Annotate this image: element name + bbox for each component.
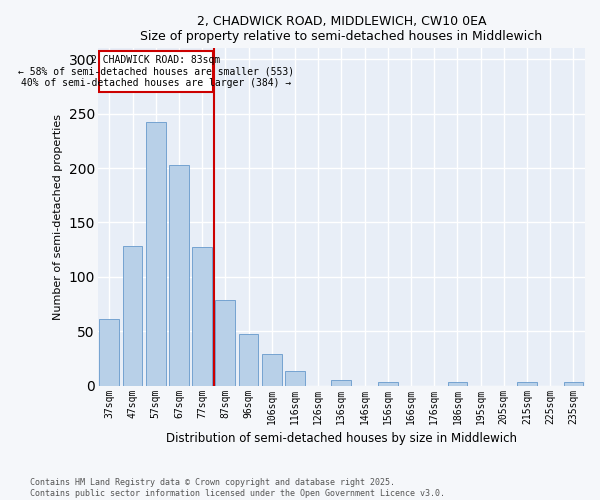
- Title: 2, CHADWICK ROAD, MIDDLEWICH, CW10 0EA
Size of property relative to semi-detache: 2, CHADWICK ROAD, MIDDLEWICH, CW10 0EA S…: [140, 15, 542, 43]
- X-axis label: Distribution of semi-detached houses by size in Middlewich: Distribution of semi-detached houses by …: [166, 432, 517, 445]
- Bar: [331, 380, 351, 386]
- Bar: [517, 382, 537, 386]
- FancyBboxPatch shape: [99, 50, 212, 92]
- Bar: [146, 122, 166, 386]
- Bar: [169, 165, 189, 386]
- Bar: [262, 354, 281, 386]
- Bar: [378, 382, 398, 386]
- Bar: [192, 248, 212, 386]
- Bar: [563, 382, 583, 386]
- Text: 2 CHADWICK ROAD: 83sqm
← 58% of semi-detached houses are smaller (553)
40% of se: 2 CHADWICK ROAD: 83sqm ← 58% of semi-det…: [17, 54, 294, 88]
- Bar: [239, 334, 259, 386]
- Bar: [285, 372, 305, 386]
- Bar: [215, 300, 235, 386]
- Text: Contains HM Land Registry data © Crown copyright and database right 2025.
Contai: Contains HM Land Registry data © Crown c…: [30, 478, 445, 498]
- Y-axis label: Number of semi-detached properties: Number of semi-detached properties: [53, 114, 63, 320]
- Bar: [100, 320, 119, 386]
- Bar: [448, 382, 467, 386]
- Bar: [122, 246, 142, 386]
